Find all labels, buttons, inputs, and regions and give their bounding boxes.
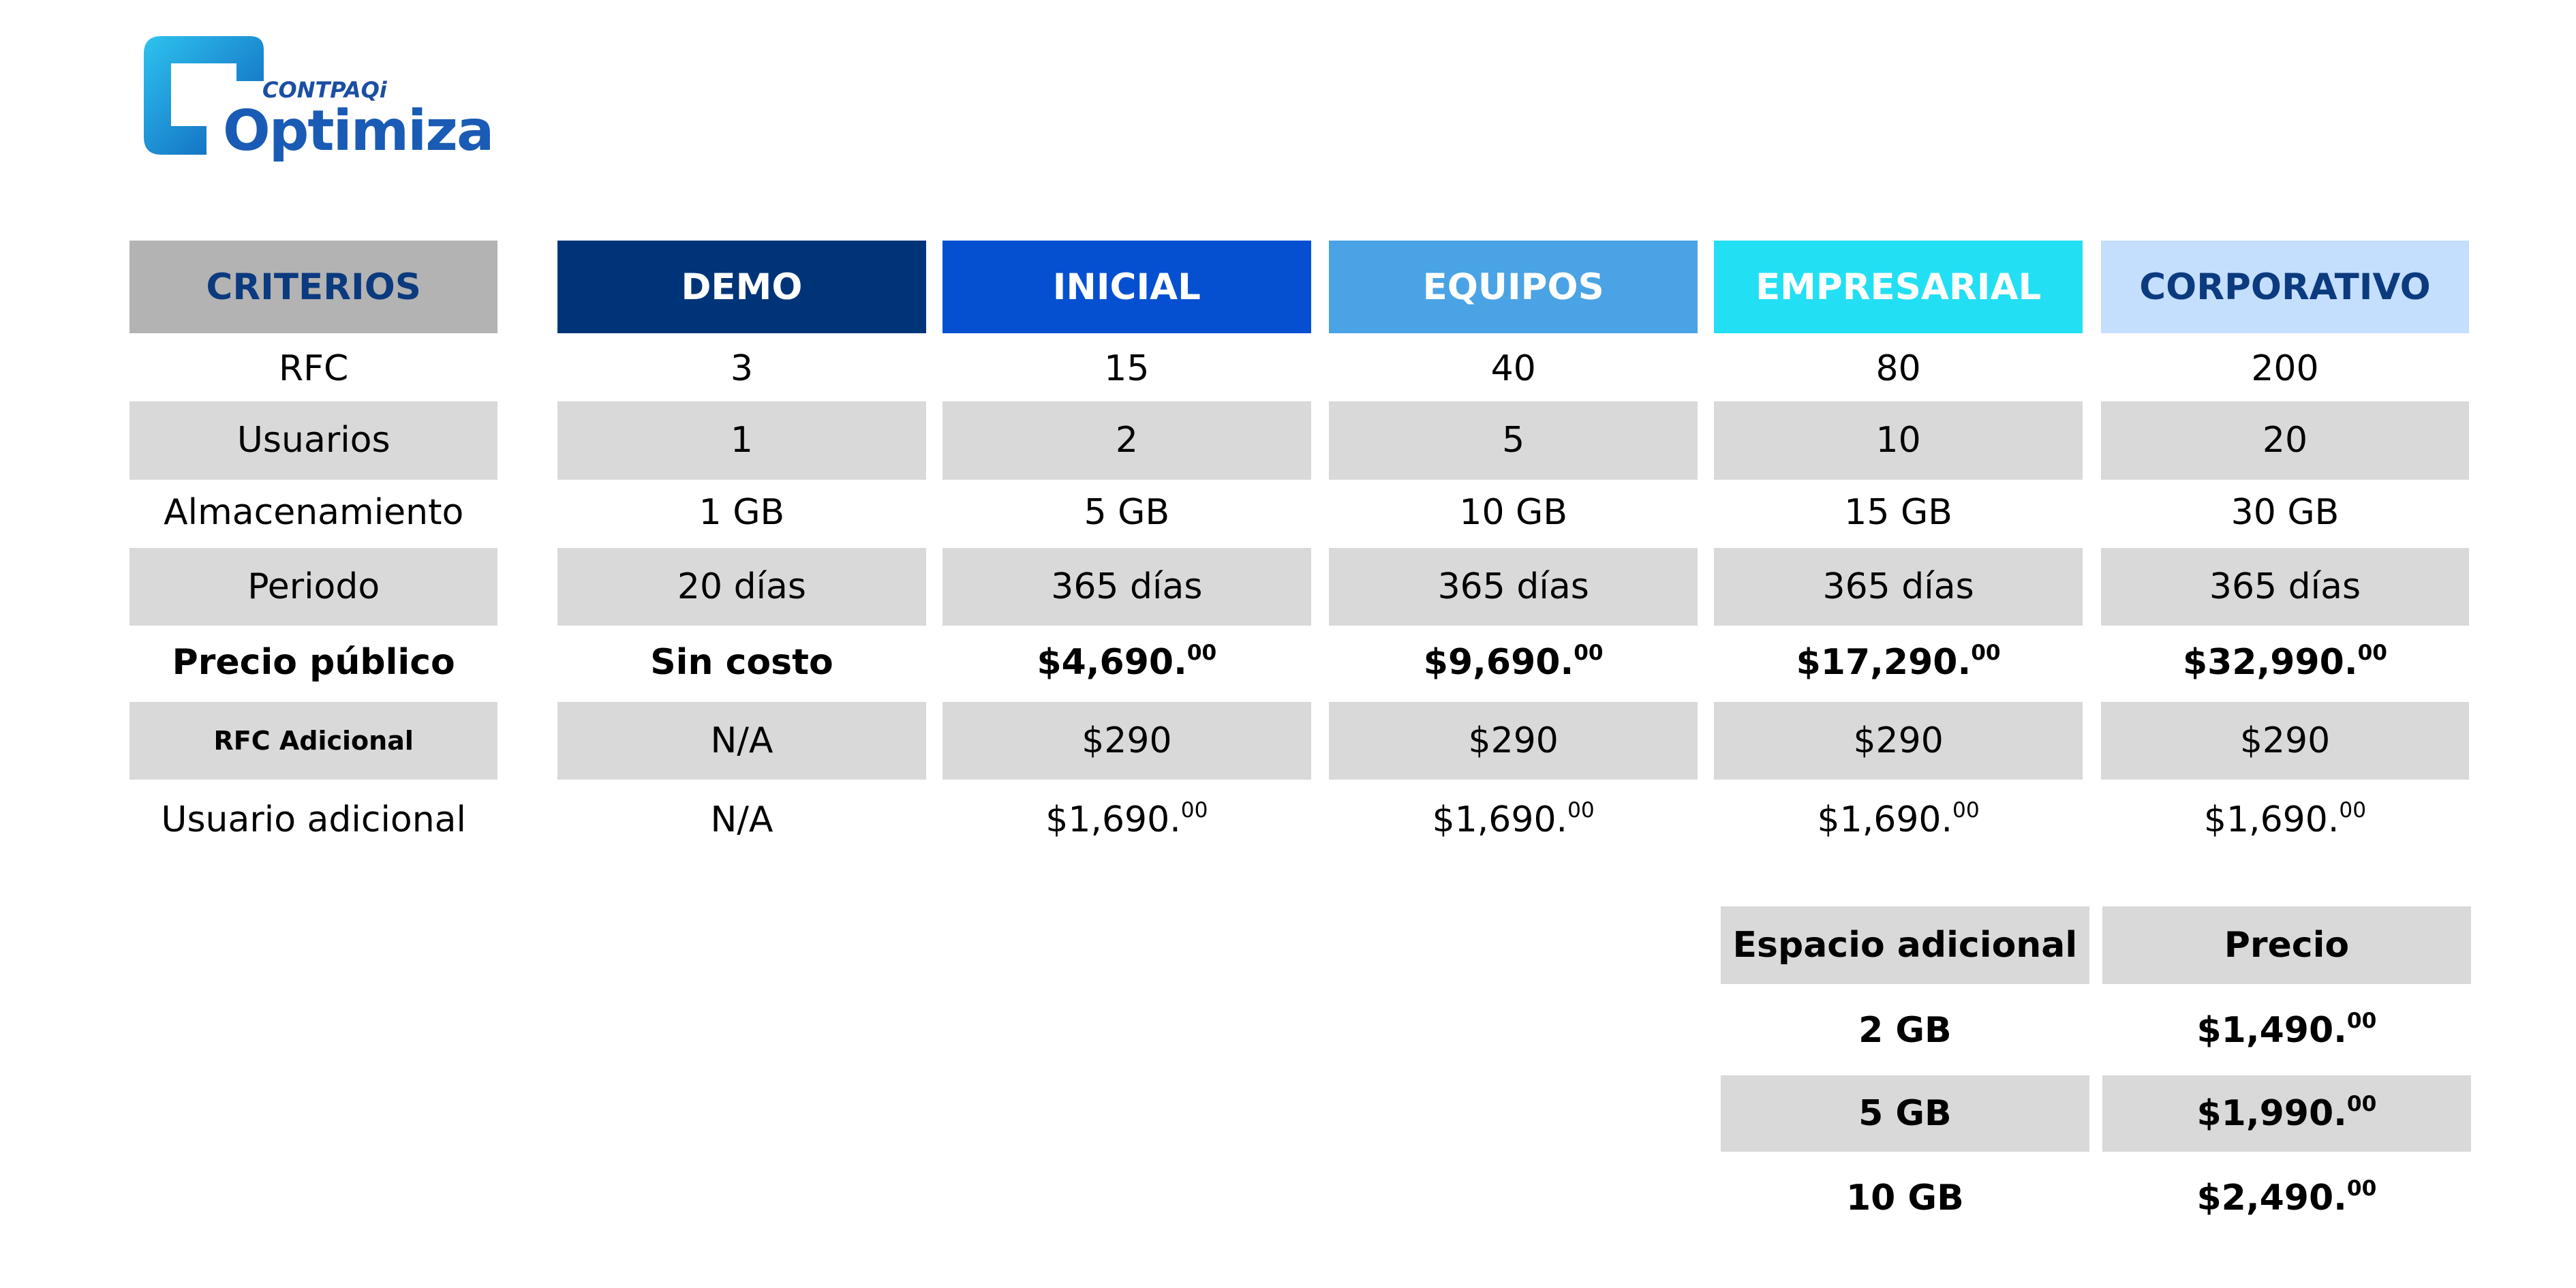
table-cell: N/A	[710, 799, 773, 840]
row-label: RFC Adicional	[129, 702, 498, 780]
table-cell: $17,290. 00	[1714, 627, 2083, 696]
table-cell: 15	[1104, 348, 1150, 389]
table-cell: 365 días	[2100, 547, 2470, 626]
price-cents: 00	[1567, 797, 1595, 823]
price-main: $1,690.	[1045, 799, 1181, 840]
price-main: $4,690.	[1037, 641, 1187, 683]
table-cell: $2,490. 00	[2102, 1159, 2471, 1238]
table-cell: 10 GB	[1459, 492, 1568, 534]
column-header: Espacio adicional	[1721, 906, 2089, 984]
table-cell: 20 días	[557, 547, 926, 626]
price-cents: 00	[1574, 640, 1604, 665]
table-cell: 5 GB	[1721, 1075, 2089, 1152]
price-main: $17,290.	[1796, 641, 1972, 683]
column-header: CRITERIOS	[129, 241, 498, 334]
row-label: Usuarios	[129, 401, 498, 480]
table-cell: 40	[1490, 348, 1536, 389]
column-header: Precio	[2102, 906, 2471, 984]
column-header: INICIAL	[942, 241, 1311, 334]
price-main: $9,690.	[1423, 641, 1574, 683]
price-cents: 00	[1971, 640, 2001, 665]
table-cell: 365 días	[942, 547, 1311, 626]
table-cell: 1	[557, 401, 926, 480]
price-cents: 00	[2346, 1091, 2377, 1116]
table-cell: 365 días	[1714, 547, 2083, 626]
price-main: $1,490.	[2196, 1010, 2347, 1052]
table-cell: 200	[2251, 348, 2319, 389]
column-header: EMPRESARIAL	[1714, 241, 2083, 334]
table-cell: Sin costo	[650, 641, 833, 683]
table-cell: $1,690. 00	[2101, 783, 2470, 856]
table-cell: $1,990. 00	[2102, 1075, 2471, 1152]
row-label: Periodo	[129, 547, 498, 626]
price-main: $1,990.	[2196, 1092, 2347, 1134]
table-cell: $32,990. 00	[2101, 627, 2470, 696]
row-label: RFC	[279, 348, 349, 389]
price-cents: 00	[2339, 797, 2367, 823]
price-main: $32,990.	[2182, 641, 2358, 683]
column-header: CORPORATIVO	[2100, 241, 2470, 334]
price-main: $1,690.	[1432, 799, 1568, 840]
price-cents: 00	[1180, 797, 1208, 823]
table-cell: $4,690. 00	[942, 627, 1311, 696]
table-cell: $290	[2100, 702, 2470, 780]
table-cell: 80	[1875, 348, 1921, 389]
table-cell: 2	[942, 401, 1311, 480]
price-cents: 00	[2346, 1176, 2377, 1201]
table-cell: $1,490. 00	[2102, 992, 2471, 1069]
table-cell: 30 GB	[2230, 492, 2340, 534]
table-cell: 10	[1714, 401, 2083, 480]
table-cell: 2 GB	[1858, 1010, 1952, 1052]
table-cell: 5	[1329, 401, 1698, 480]
table-cell: $1,690. 00	[1329, 783, 1698, 856]
table-cell: 15 GB	[1844, 492, 1952, 534]
price-cents: 00	[2346, 1009, 2377, 1034]
logo: CONTPAQi Optimiza	[141, 33, 494, 164]
row-label: Usuario adicional	[161, 799, 466, 840]
table-cell: $1,690. 00	[942, 783, 1311, 856]
price-main: $1,690.	[1817, 799, 1953, 840]
price-cents: 00	[1952, 797, 1980, 823]
table-cell: 3	[730, 348, 753, 389]
logo-icon	[144, 36, 264, 155]
table-cell: N/A	[557, 702, 926, 780]
price-cents: 00	[1186, 640, 1217, 665]
price-main: $2,490.	[2196, 1178, 2347, 1219]
row-label: Precio público	[172, 641, 455, 683]
table-cell: 365 días	[1329, 547, 1698, 626]
column-header: DEMO	[557, 241, 926, 334]
logo-product: Optimiza	[223, 99, 494, 164]
table-cell: $290	[1329, 702, 1698, 780]
table-cell: 10 GB	[1845, 1178, 1964, 1219]
row-label: Almacenamiento	[164, 492, 464, 534]
table-cell: 5 GB	[1084, 492, 1170, 534]
logo-brand: CONTPAQi	[262, 77, 387, 103]
table-cell: $1,690. 00	[1714, 783, 2083, 856]
table-cell: $290	[1714, 702, 2083, 780]
table-cell: 1 GB	[699, 492, 785, 534]
price-cents: 00	[2357, 640, 2387, 665]
table-cell: $290	[942, 702, 1311, 780]
column-header: EQUIPOS	[1329, 241, 1698, 334]
table-cell: $9,690. 00	[1329, 627, 1698, 696]
price-main: $1,690.	[2203, 799, 2340, 840]
table-cell: 20	[2100, 401, 2470, 480]
